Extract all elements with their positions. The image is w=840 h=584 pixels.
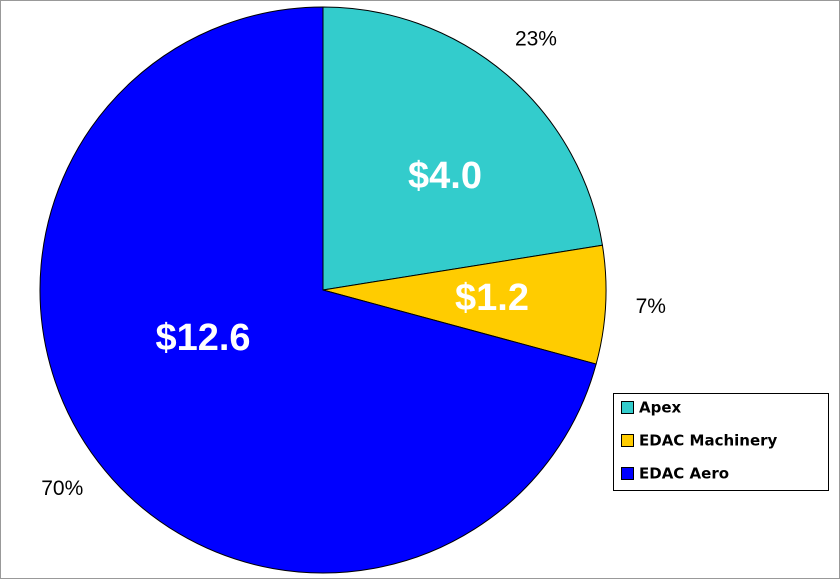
- value-label: $1.2: [455, 277, 529, 319]
- legend-box: [613, 393, 829, 491]
- value-label: $4.0: [408, 155, 482, 197]
- pie-slice: [39, 6, 597, 574]
- pie-slice: [322, 6, 604, 291]
- percent-label: 70%: [41, 477, 83, 500]
- value-label: $12.6: [155, 317, 250, 359]
- pie-slice: [322, 244, 607, 365]
- percent-label: 23%: [515, 28, 557, 51]
- legend-swatch: [621, 434, 634, 447]
- legend-label: Apex: [639, 399, 682, 417]
- legend-swatch: [621, 467, 634, 480]
- legend-label: EDAC Aero: [639, 465, 729, 483]
- percent-label: 7%: [636, 295, 666, 318]
- legend-label: EDAC Machinery: [639, 432, 778, 450]
- legend-swatch: [621, 401, 634, 414]
